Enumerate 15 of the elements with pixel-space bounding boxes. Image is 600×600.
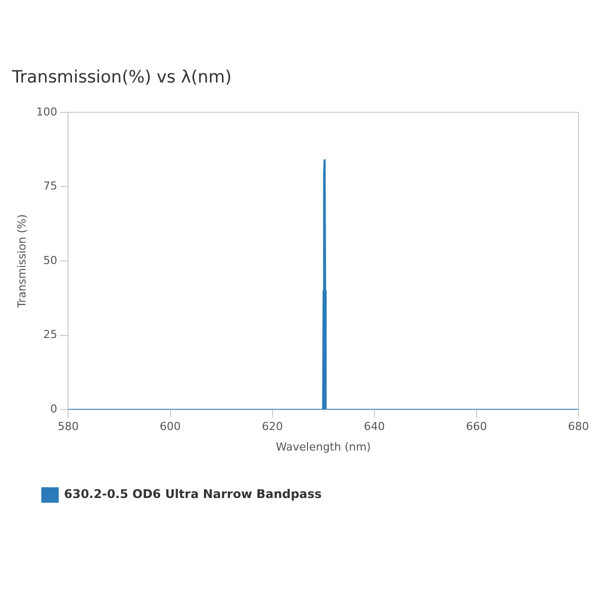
y-axis-title: Transmission (%) (15, 214, 28, 309)
x-tick-label: 600 (160, 420, 181, 434)
x-tick-label: 620 (262, 420, 283, 434)
y-tick-label: 100 (36, 105, 58, 118)
chart-title: Transmission(%) vs λ(nm) (11, 68, 232, 88)
x-tick-label: 640 (364, 420, 385, 434)
y-tick-label: 50 (43, 254, 58, 267)
x-axis-title: Wavelength (nm) (276, 440, 371, 454)
legend-label: 630.2-0.5 OD6 Ultra Narrow Bandpass (64, 487, 322, 502)
x-tick-label: 580 (58, 420, 79, 434)
x-tick-label: 660 (466, 420, 487, 434)
y-tick-label: 25 (43, 328, 58, 342)
y-tick-label: 0 (50, 402, 58, 416)
x-tick-label: 680 (568, 420, 589, 434)
y-tick-label: 75 (43, 180, 58, 193)
